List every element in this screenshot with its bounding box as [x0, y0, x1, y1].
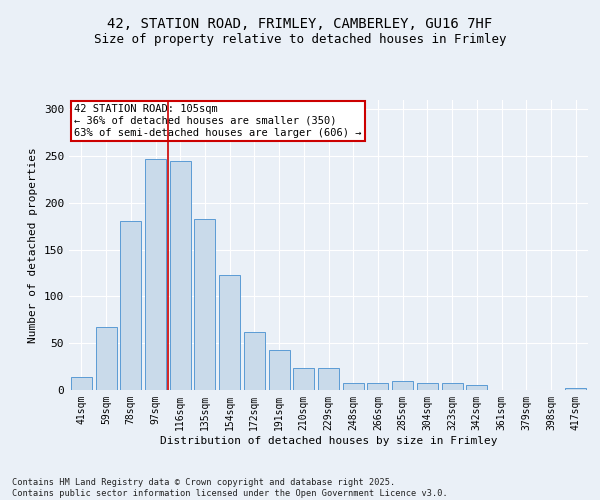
Bar — [466, 386, 487, 390]
Bar — [145, 159, 166, 390]
Text: 42, STATION ROAD, FRIMLEY, CAMBERLEY, GU16 7HF: 42, STATION ROAD, FRIMLEY, CAMBERLEY, GU… — [107, 18, 493, 32]
X-axis label: Distribution of detached houses by size in Frimley: Distribution of detached houses by size … — [160, 436, 497, 446]
Bar — [417, 382, 438, 390]
Bar — [367, 382, 388, 390]
Bar — [318, 368, 339, 390]
Bar — [565, 388, 586, 390]
Bar — [71, 377, 92, 390]
Bar — [120, 220, 141, 390]
Bar — [293, 368, 314, 390]
Bar — [244, 332, 265, 390]
Text: 42 STATION ROAD: 105sqm
← 36% of detached houses are smaller (350)
63% of semi-d: 42 STATION ROAD: 105sqm ← 36% of detache… — [74, 104, 362, 138]
Bar — [343, 382, 364, 390]
Bar — [95, 328, 116, 390]
Y-axis label: Number of detached properties: Number of detached properties — [28, 147, 38, 343]
Text: Size of property relative to detached houses in Frimley: Size of property relative to detached ho… — [94, 32, 506, 46]
Bar — [219, 275, 240, 390]
Bar — [392, 380, 413, 390]
Bar — [442, 384, 463, 390]
Bar — [269, 350, 290, 390]
Bar — [194, 219, 215, 390]
Text: Contains HM Land Registry data © Crown copyright and database right 2025.
Contai: Contains HM Land Registry data © Crown c… — [12, 478, 448, 498]
Bar — [170, 161, 191, 390]
